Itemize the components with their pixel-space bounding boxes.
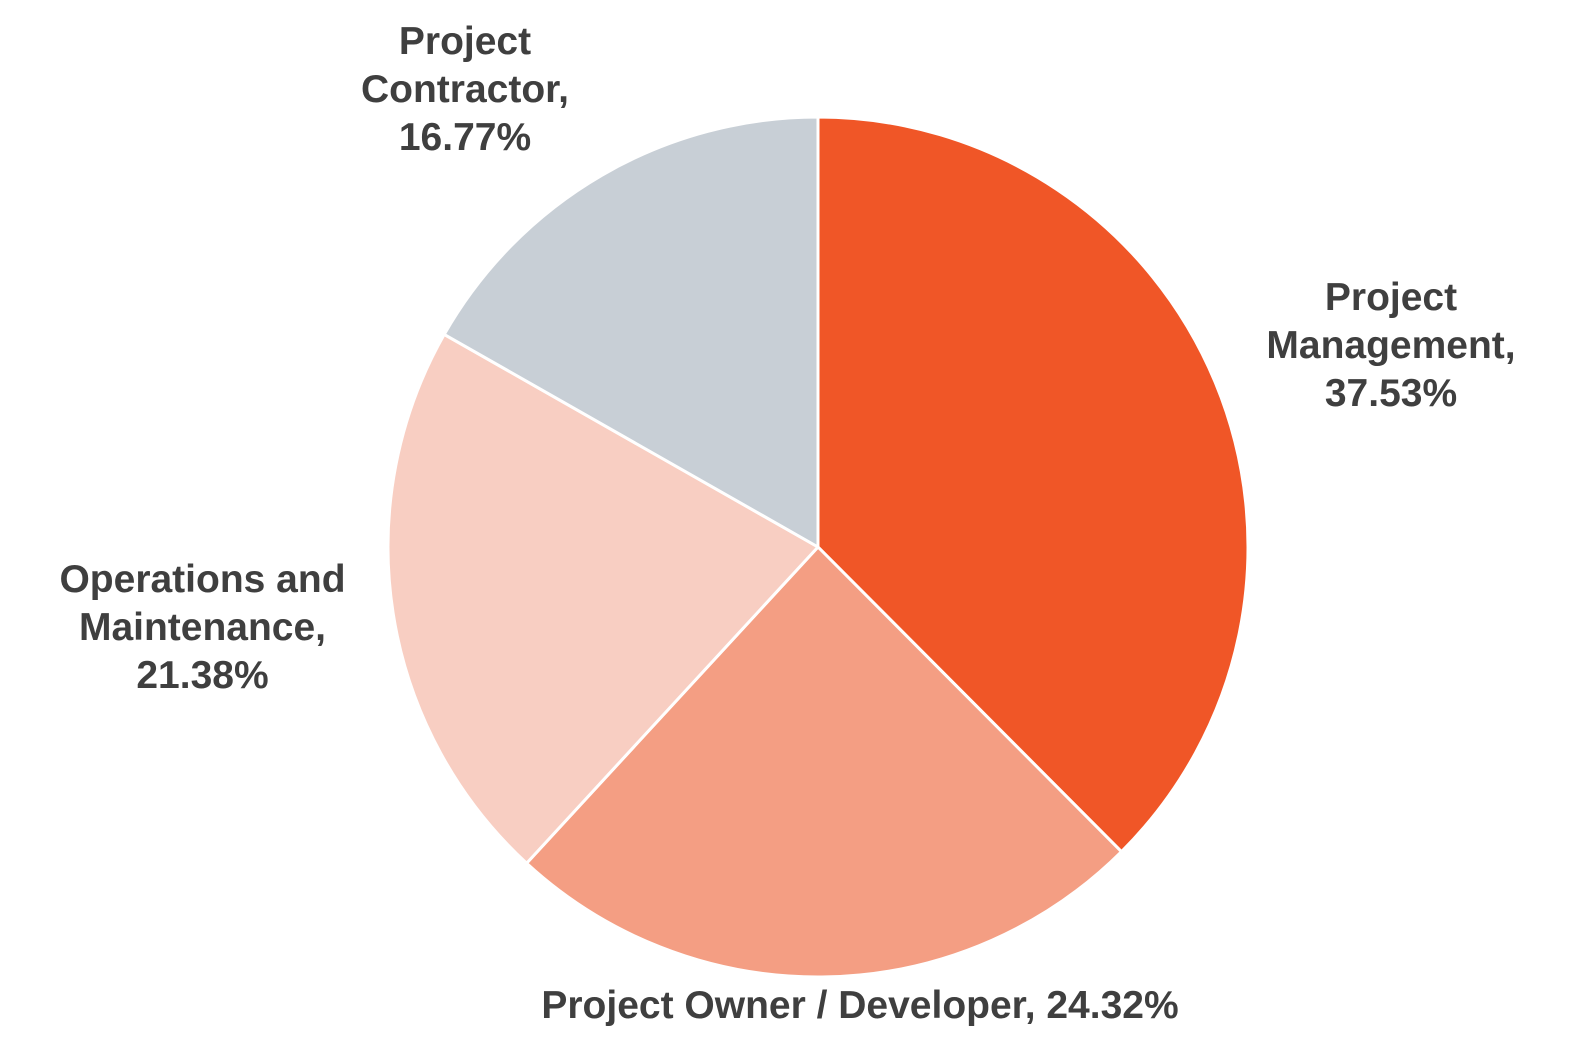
slice-label-project-contractor: Project Contractor, 16.77%: [330, 18, 600, 162]
pie-slice-project-owner-developer: [525, 545, 1123, 979]
pie-slice-project-contractor: [442, 115, 820, 549]
slice-label-line: 21.38%: [136, 654, 269, 697]
slice-label-project-management: Project Management, 37.53%: [1236, 274, 1546, 418]
slice-label-project-owner-developer: Project Owner / Developer, 24.32%: [470, 982, 1250, 1030]
slice-label-line: 16.77%: [398, 116, 532, 159]
slice-label-line: Contractor,: [360, 68, 570, 111]
slice-label-operations-and-maintenance: Operations and Maintenance, 21.38%: [25, 556, 380, 700]
slice-label-line: Maintenance,: [78, 606, 327, 649]
slice-label-line: Operations and: [59, 558, 346, 601]
pie-slice-operations-and-maintenance: [386, 332, 820, 865]
slice-label-line: Project: [1324, 276, 1458, 319]
slice-label-line: Management,: [1266, 324, 1516, 367]
pie-slice-project-management: [816, 115, 1250, 854]
slice-label-line: Project: [398, 20, 532, 63]
slice-label-line: 37.53%: [1324, 372, 1458, 415]
slice-label-line: Project Owner / Developer, 24.32%: [541, 984, 1179, 1027]
